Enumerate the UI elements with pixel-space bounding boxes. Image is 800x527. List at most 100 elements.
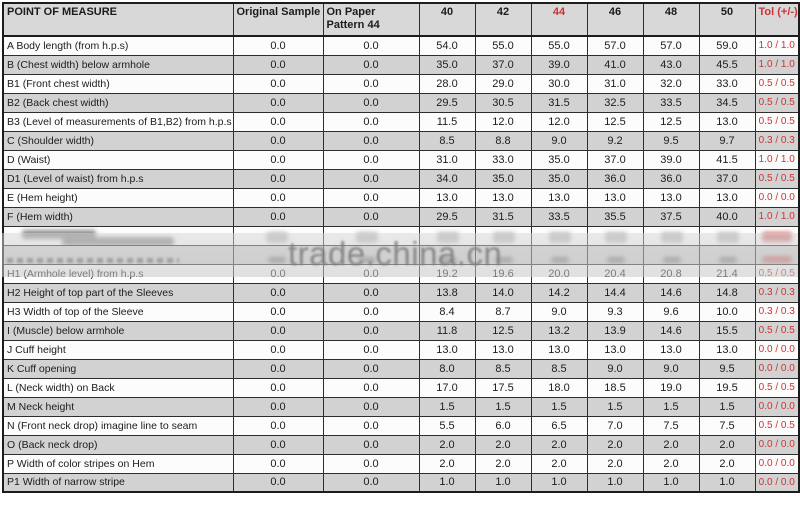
size-42-cell: 55.0 bbox=[474, 35, 532, 56]
blurred-smudge bbox=[660, 231, 683, 243]
size-46-cell: 41.0 bbox=[586, 54, 644, 75]
size-48-cell: 19.0 bbox=[642, 377, 700, 398]
on-paper-pattern-cell: 0.0 bbox=[322, 339, 420, 360]
header-cell-6: 46 bbox=[586, 2, 644, 37]
blurred-smudge bbox=[357, 256, 376, 263]
size-42-cell: 13.0 bbox=[474, 187, 532, 208]
size-50-cell: 34.5 bbox=[698, 92, 756, 113]
obscured-row bbox=[2, 225, 800, 246]
size-44-cell: 13.2 bbox=[530, 320, 588, 341]
row-label-cell: D1 (Level of waist) from h.p.s bbox=[2, 168, 234, 189]
obscured-cell bbox=[474, 244, 532, 265]
size-44-cell: 1.5 bbox=[530, 396, 588, 417]
tolerance-cell: 0.0 / 0.0 bbox=[754, 187, 800, 208]
size-48-cell: 13.0 bbox=[642, 187, 700, 208]
table-row: P1 Width of narrow stripe 0.0 0.0 1.0 1.0 1.0… bbox=[2, 472, 800, 493]
row-label-cell: E (Hem height) bbox=[2, 187, 234, 208]
original-sample-cell: 0.0 bbox=[232, 111, 324, 132]
size-42-cell: 12.5 bbox=[474, 320, 532, 341]
tolerance-cell: 1.0 / 1.0 bbox=[754, 206, 800, 227]
size-48-cell: 9.6 bbox=[642, 301, 700, 322]
table-row: C (Shoulder width) 0.0 0.0 8.5 8.8 9.0 9.2 9.5 9… bbox=[2, 130, 800, 151]
blurred-smudge bbox=[662, 256, 681, 263]
size-46-cell: 32.5 bbox=[586, 92, 644, 113]
size-40-cell: 2.0 bbox=[418, 453, 476, 474]
size-42-cell: 12.0 bbox=[474, 111, 532, 132]
size-50-cell: 1.5 bbox=[698, 396, 756, 417]
row-label-cell: M Neck height bbox=[2, 396, 234, 417]
size-44-cell: 1.0 bbox=[530, 472, 588, 493]
size-44-cell: 31.5 bbox=[530, 92, 588, 113]
on-paper-pattern-cell: 0.0 bbox=[322, 415, 420, 436]
row-label-cell: H2 Height of top part of the Sleeves bbox=[2, 282, 234, 303]
table-row: J Cuff height 0.0 0.0 13.0 13.0 13.0 13.0 13.0 1… bbox=[2, 339, 800, 360]
size-46-cell: 2.0 bbox=[586, 434, 644, 455]
blurred-smudge bbox=[438, 256, 457, 263]
tolerance-cell: 0.3 / 0.3 bbox=[754, 130, 800, 151]
size-46-cell: 1.5 bbox=[586, 396, 644, 417]
tolerance-cell: 1.0 / 1.0 bbox=[754, 54, 800, 75]
size-46-cell: 57.0 bbox=[586, 35, 644, 56]
on-paper-pattern-cell: 0.0 bbox=[322, 149, 420, 170]
size-50-cell: 41.5 bbox=[698, 149, 756, 170]
size-42-cell: 2.0 bbox=[474, 434, 532, 455]
size-40-cell: 54.0 bbox=[418, 35, 476, 56]
size-40-cell: 5.5 bbox=[418, 415, 476, 436]
size-42-cell: 6.0 bbox=[474, 415, 532, 436]
table-row: B2 (Back chest width) 0.0 0.0 29.5 30.5 31.5 3… bbox=[2, 92, 800, 113]
size-48-cell: 2.0 bbox=[642, 434, 700, 455]
on-paper-pattern-cell: 0.0 bbox=[322, 434, 420, 455]
size-44-cell: 20.0 bbox=[530, 263, 588, 284]
tolerance-cell: 0.5 / 0.5 bbox=[754, 73, 800, 94]
size-46-cell: 9.2 bbox=[586, 130, 644, 151]
tolerance-cell: 0.0 / 0.0 bbox=[754, 434, 800, 455]
header-cell-3: 40 bbox=[418, 2, 476, 37]
size-42-cell: 31.5 bbox=[474, 206, 532, 227]
on-paper-pattern-cell: 0.0 bbox=[322, 301, 420, 322]
table-row: H1 (Armhole level) from h.p.s 0.0 0.0 19.2 1… bbox=[2, 263, 800, 284]
size-50-cell: 2.0 bbox=[698, 453, 756, 474]
size-46-cell: 37.0 bbox=[586, 149, 644, 170]
header-row: POINT OF MEASURE Original Sample On Paper … bbox=[2, 2, 800, 37]
size-44-cell: 18.0 bbox=[530, 377, 588, 398]
on-paper-pattern-cell: 0.0 bbox=[322, 206, 420, 227]
on-paper-pattern-cell: 0.0 bbox=[322, 396, 420, 417]
size-50-cell: 13.0 bbox=[698, 187, 756, 208]
header-cell-2: On Paper Pattern 44 bbox=[322, 2, 420, 37]
size-48-cell: 14.6 bbox=[642, 282, 700, 303]
tolerance-cell: 0.5 / 0.5 bbox=[754, 377, 800, 398]
original-sample-cell: 0.0 bbox=[232, 206, 324, 227]
size-40-cell: 13.8 bbox=[418, 282, 476, 303]
size-42-cell: 29.0 bbox=[474, 73, 532, 94]
original-sample-cell: 0.0 bbox=[232, 301, 324, 322]
obscured-cell bbox=[530, 225, 588, 246]
blurred-smudge bbox=[548, 231, 571, 243]
header-cell-8: 50 bbox=[698, 2, 756, 37]
size-44-cell: 14.2 bbox=[530, 282, 588, 303]
size-50-cell: 7.5 bbox=[698, 415, 756, 436]
row-label-cell: B1 (Front chest width) bbox=[2, 73, 234, 94]
size-42-cell: 33.0 bbox=[474, 149, 532, 170]
size-40-cell: 29.5 bbox=[418, 92, 476, 113]
table-row: D (Waist) 0.0 0.0 31.0 33.0 35.0 37.0 39.0 41.5 1… bbox=[2, 149, 800, 170]
row-label-cell: P Width of color stripes on Hem bbox=[2, 453, 234, 474]
size-48-cell: 7.5 bbox=[642, 415, 700, 436]
obscured-cell bbox=[474, 225, 532, 246]
tolerance-cell: 0.0 / 0.0 bbox=[754, 453, 800, 474]
size-48-cell: 13.0 bbox=[642, 339, 700, 360]
tolerance-cell: 0.5 / 0.5 bbox=[754, 92, 800, 113]
obscured-cell bbox=[418, 244, 476, 265]
row-label-cell: L (Neck width) on Back bbox=[2, 377, 234, 398]
row-label-cell: O (Back neck drop) bbox=[2, 434, 234, 455]
size-44-cell: 13.0 bbox=[530, 187, 588, 208]
size-42-cell: 8.8 bbox=[474, 130, 532, 151]
size-44-cell: 8.5 bbox=[530, 358, 588, 379]
header-cell-5: 44 bbox=[530, 2, 588, 37]
tolerance-cell: 0.3 / 0.3 bbox=[754, 282, 800, 303]
size-46-cell: 18.5 bbox=[586, 377, 644, 398]
original-sample-cell: 0.0 bbox=[232, 396, 324, 417]
size-48-cell: 2.0 bbox=[642, 453, 700, 474]
obscured-cell bbox=[530, 244, 588, 265]
table-row: H2 Height of top part of the Sleeves 0.0 0… bbox=[2, 282, 800, 303]
table-row: I (Muscle) below armhole 0.0 0.0 11.8 12.5 13… bbox=[2, 320, 800, 341]
